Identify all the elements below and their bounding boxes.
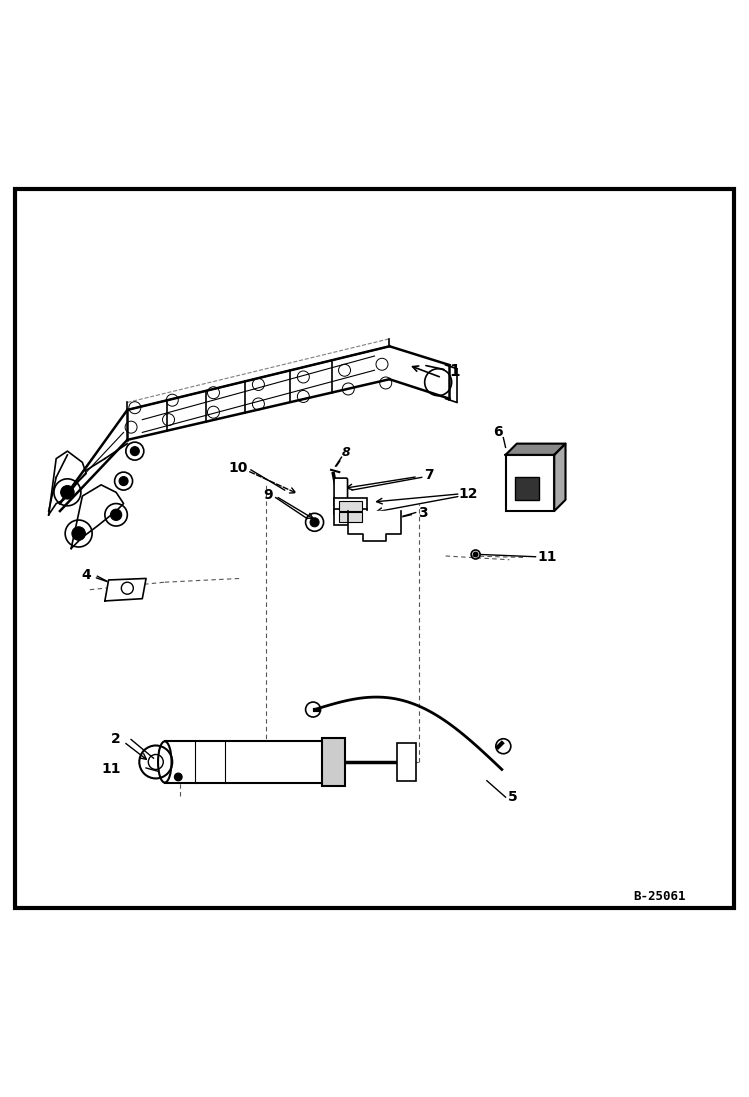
Text: 12: 12 <box>458 487 478 501</box>
Text: 2: 2 <box>111 733 121 746</box>
Ellipse shape <box>158 742 172 782</box>
Circle shape <box>72 527 85 540</box>
Circle shape <box>310 518 319 527</box>
Bar <box>339 500 362 511</box>
Bar <box>165 742 330 782</box>
Text: 10: 10 <box>228 461 248 475</box>
Circle shape <box>130 446 139 455</box>
Bar <box>515 477 539 500</box>
Text: 1: 1 <box>426 364 460 380</box>
Text: 4: 4 <box>81 568 91 581</box>
FancyBboxPatch shape <box>334 478 348 507</box>
Circle shape <box>119 476 128 486</box>
Text: B-25061: B-25061 <box>633 891 685 903</box>
Circle shape <box>61 486 74 499</box>
Polygon shape <box>71 485 124 548</box>
Text: 11: 11 <box>537 551 557 565</box>
Text: 6: 6 <box>494 426 503 440</box>
Polygon shape <box>49 451 86 514</box>
Bar <box>322 737 345 787</box>
Circle shape <box>111 509 121 520</box>
Circle shape <box>175 773 182 781</box>
Bar <box>397 744 416 781</box>
Polygon shape <box>506 443 565 455</box>
Text: 5: 5 <box>508 790 518 804</box>
Text: 7: 7 <box>425 468 434 482</box>
Polygon shape <box>105 578 146 601</box>
Bar <box>334 509 367 525</box>
Text: 11: 11 <box>101 762 121 777</box>
Polygon shape <box>554 443 565 511</box>
Text: 8: 8 <box>342 446 351 460</box>
Bar <box>339 512 362 522</box>
Bar <box>506 455 554 511</box>
Text: 3: 3 <box>419 506 428 520</box>
Bar <box>334 498 367 514</box>
Polygon shape <box>348 511 401 541</box>
Text: 9: 9 <box>264 487 273 501</box>
Circle shape <box>473 552 478 557</box>
